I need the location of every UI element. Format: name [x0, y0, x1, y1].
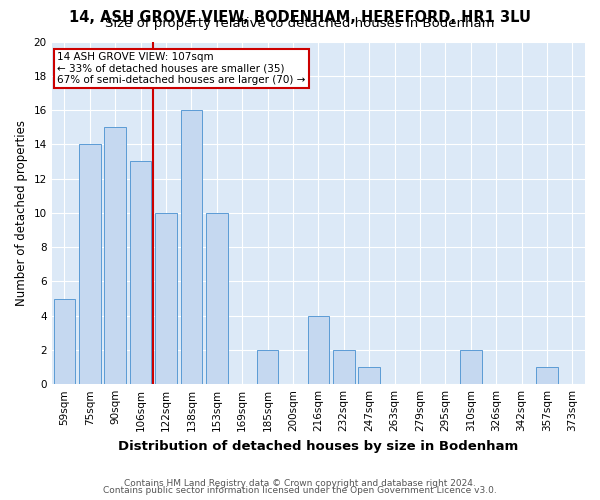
Bar: [358, 367, 380, 384]
Text: 14 ASH GROVE VIEW: 107sqm
← 33% of detached houses are smaller (35)
67% of semi-: 14 ASH GROVE VIEW: 107sqm ← 33% of detac…: [57, 52, 305, 85]
Bar: [181, 110, 202, 384]
Text: Contains public sector information licensed under the Open Government Licence v3: Contains public sector information licen…: [103, 486, 497, 495]
Bar: [460, 350, 482, 384]
Bar: [130, 162, 151, 384]
Bar: [257, 350, 278, 384]
Bar: [104, 127, 126, 384]
Bar: [206, 213, 227, 384]
Bar: [333, 350, 355, 384]
Bar: [53, 298, 75, 384]
Text: 14, ASH GROVE VIEW, BODENHAM, HEREFORD, HR1 3LU: 14, ASH GROVE VIEW, BODENHAM, HEREFORD, …: [69, 10, 531, 25]
Y-axis label: Number of detached properties: Number of detached properties: [15, 120, 28, 306]
Bar: [308, 316, 329, 384]
Text: Size of property relative to detached houses in Bodenham: Size of property relative to detached ho…: [105, 18, 495, 30]
Bar: [79, 144, 101, 384]
X-axis label: Distribution of detached houses by size in Bodenham: Distribution of detached houses by size …: [118, 440, 518, 452]
Bar: [536, 367, 557, 384]
Text: Contains HM Land Registry data © Crown copyright and database right 2024.: Contains HM Land Registry data © Crown c…: [124, 478, 476, 488]
Bar: [155, 213, 177, 384]
